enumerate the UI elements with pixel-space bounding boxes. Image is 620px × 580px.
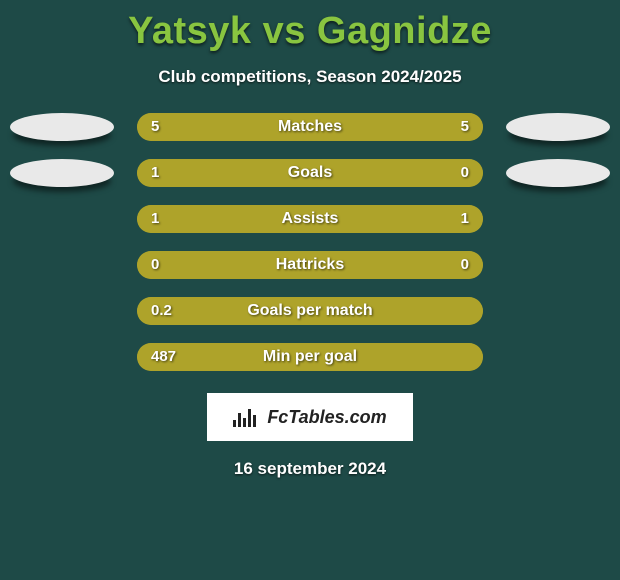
player-left-badge <box>10 159 114 187</box>
metric-row: 11Assists <box>10 205 610 233</box>
player-right-badge <box>506 159 610 187</box>
metric-label: Goals per match <box>137 297 483 325</box>
metric-row: 00Hattricks <box>10 251 610 279</box>
metric-label: Min per goal <box>137 343 483 371</box>
bar-chart-icon <box>233 407 261 427</box>
metric-row: 0.2Goals per match <box>10 297 610 325</box>
metric-bar: 0.2Goals per match <box>137 297 483 325</box>
metric-row: 487Min per goal <box>10 343 610 371</box>
metric-bar: 00Hattricks <box>137 251 483 279</box>
subtitle: Club competitions, Season 2024/2025 <box>0 67 620 87</box>
metric-bar: 11Assists <box>137 205 483 233</box>
metric-label: Hattricks <box>137 251 483 279</box>
metric-row: 10Goals <box>10 159 610 187</box>
metric-label: Matches <box>137 113 483 141</box>
metric-label: Assists <box>137 205 483 233</box>
player-right-badge <box>506 113 610 141</box>
metric-bar: 10Goals <box>137 159 483 187</box>
metric-bar: 55Matches <box>137 113 483 141</box>
logo-text: FcTables.com <box>267 407 386 428</box>
metric-bar: 487Min per goal <box>137 343 483 371</box>
player-left-badge <box>10 113 114 141</box>
metric-label: Goals <box>137 159 483 187</box>
metric-row: 55Matches <box>10 113 610 141</box>
comparison-card: Yatsyk vs Gagnidze Club competitions, Se… <box>0 0 620 580</box>
metrics-list: 55Matches 10Goals 11Assists 00Hattricks 0.2G… <box>0 113 620 371</box>
page-title: Yatsyk vs Gagnidze <box>0 10 620 53</box>
date-label: 16 september 2024 <box>0 459 620 479</box>
source-logo: FcTables.com <box>207 393 413 441</box>
